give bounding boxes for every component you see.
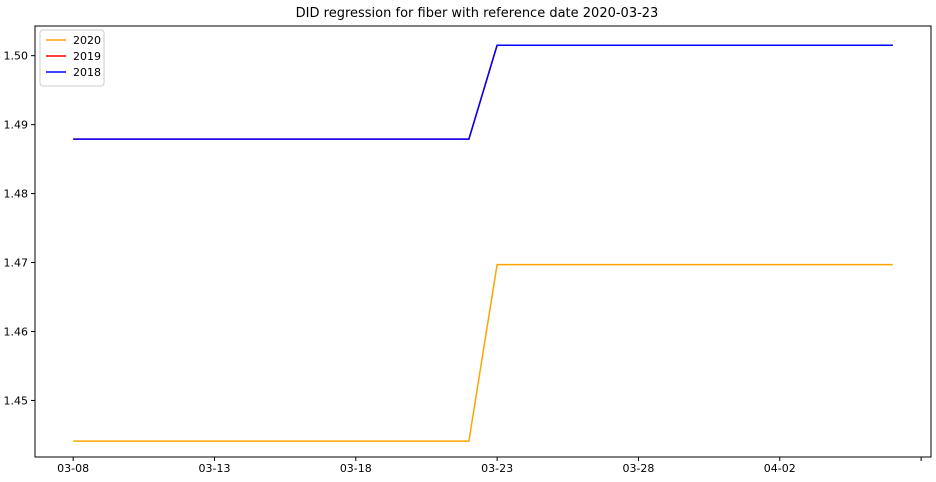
- y-axis: 1.45 1.46 1.47 1.48 1.49 1.50: [4, 50, 35, 407]
- y-tick-label: 1.48: [4, 188, 29, 201]
- x-tick-label: 03-18: [340, 462, 372, 475]
- x-tick-label: 03-28: [622, 462, 654, 475]
- y-tick-label: 1.50: [4, 50, 29, 63]
- x-tick-label: 03-23: [481, 462, 513, 475]
- plot-area: [34, 25, 932, 458]
- legend: 2020 2019 2018: [39, 29, 105, 87]
- y-tick-label: 1.47: [4, 257, 29, 270]
- x-tick-label: 03-13: [198, 462, 230, 475]
- legend-label-2019: 2019: [73, 50, 101, 63]
- plot-frame: [34, 25, 932, 458]
- x-tick-label: 03-08: [57, 462, 89, 475]
- x-tick-label: 04-02: [764, 462, 796, 475]
- y-tick-label: 1.46: [4, 325, 29, 338]
- legend-label-2020: 2020: [73, 34, 101, 47]
- y-tick-label: 1.45: [4, 394, 29, 407]
- chart-title: DID regression for fiber with reference …: [296, 6, 659, 21]
- x-axis: 03-08 03-13 03-18 03-23 03-28 04-02: [57, 457, 922, 475]
- series-line-2020: [73, 263, 893, 442]
- legend-label-2018: 2018: [73, 66, 101, 79]
- series-line-2018: [73, 44, 893, 140]
- y-tick-label: 1.49: [4, 119, 29, 132]
- series-layer: [73, 44, 893, 442]
